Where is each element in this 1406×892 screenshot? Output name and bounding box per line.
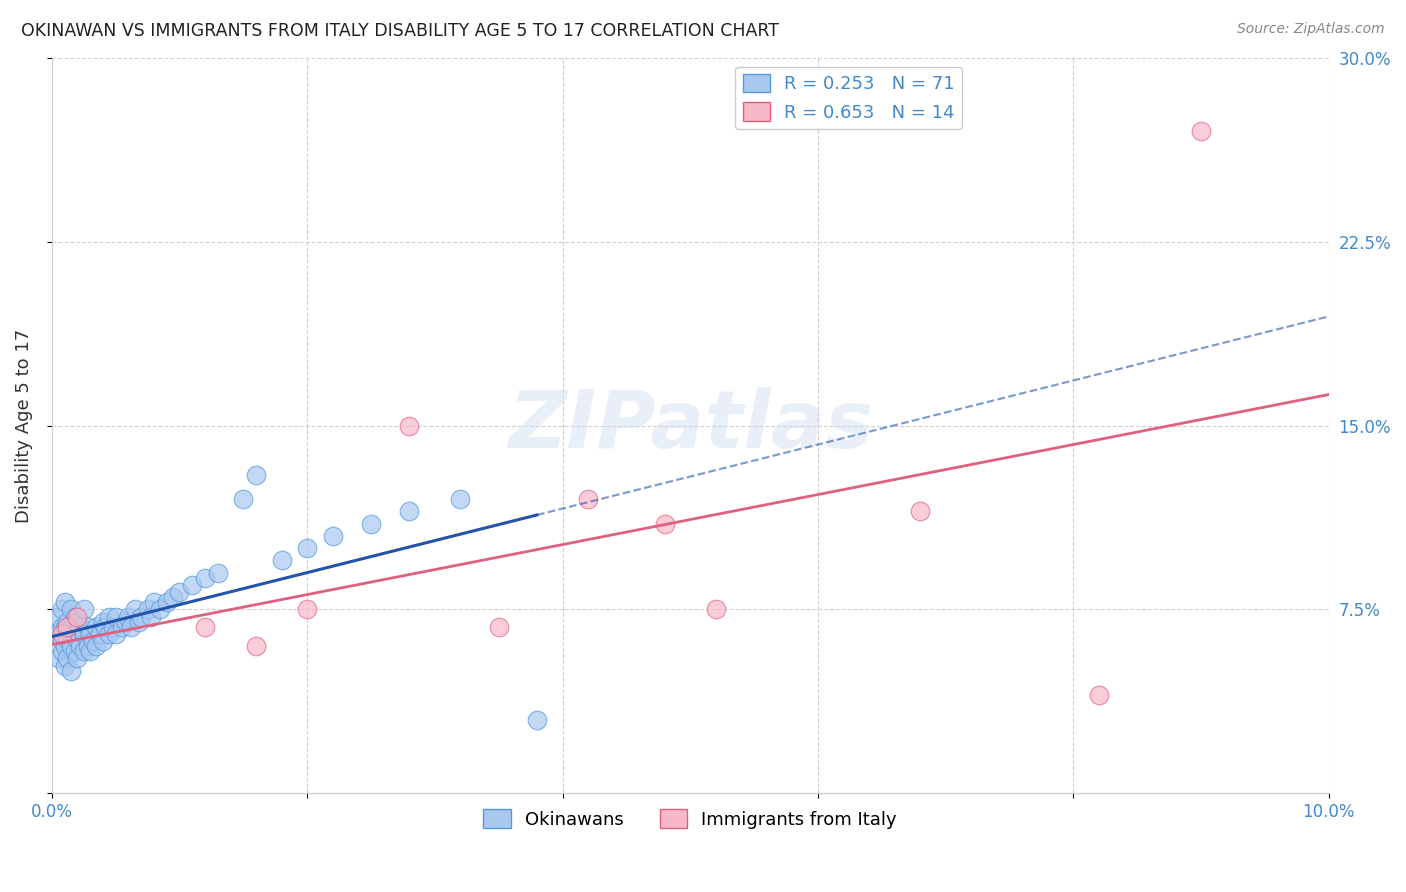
Point bbox=[98, 609, 121, 624]
Point bbox=[398, 418, 420, 433]
Point bbox=[124, 602, 146, 616]
Point bbox=[59, 664, 82, 678]
Point bbox=[89, 627, 111, 641]
Point bbox=[66, 651, 89, 665]
Point bbox=[56, 632, 79, 646]
Point bbox=[69, 619, 91, 633]
Point bbox=[82, 634, 104, 648]
Point bbox=[322, 529, 344, 543]
Point bbox=[207, 566, 229, 580]
Point bbox=[245, 639, 267, 653]
Point bbox=[51, 644, 73, 658]
Point bbox=[59, 619, 82, 633]
Point bbox=[94, 619, 117, 633]
Legend: Okinawans, Immigrants from Italy: Okinawans, Immigrants from Italy bbox=[477, 802, 904, 836]
Point bbox=[142, 595, 165, 609]
Point bbox=[194, 619, 217, 633]
Point bbox=[56, 619, 79, 633]
Point bbox=[1189, 124, 1212, 138]
Point bbox=[908, 504, 931, 518]
Point bbox=[295, 602, 318, 616]
Point bbox=[111, 619, 134, 633]
Point bbox=[114, 615, 136, 629]
Point bbox=[51, 634, 73, 648]
Point bbox=[59, 639, 82, 653]
Point bbox=[654, 516, 676, 531]
Point bbox=[104, 627, 127, 641]
Point bbox=[46, 609, 69, 624]
Point bbox=[101, 619, 124, 633]
Point bbox=[526, 713, 548, 727]
Point bbox=[53, 595, 76, 609]
Point bbox=[488, 619, 510, 633]
Point bbox=[136, 602, 159, 616]
Point bbox=[51, 602, 73, 616]
Point bbox=[181, 578, 204, 592]
Point bbox=[162, 590, 184, 604]
Point bbox=[232, 492, 254, 507]
Point bbox=[129, 609, 152, 624]
Point bbox=[66, 615, 89, 629]
Point bbox=[46, 627, 69, 641]
Point bbox=[63, 609, 86, 624]
Point bbox=[245, 467, 267, 482]
Point bbox=[169, 585, 191, 599]
Point bbox=[704, 602, 727, 616]
Point bbox=[76, 639, 98, 653]
Point bbox=[73, 644, 96, 658]
Point bbox=[56, 651, 79, 665]
Point bbox=[63, 627, 86, 641]
Point bbox=[449, 492, 471, 507]
Point bbox=[51, 627, 73, 641]
Point bbox=[53, 619, 76, 633]
Text: OKINAWAN VS IMMIGRANTS FROM ITALY DISABILITY AGE 5 TO 17 CORRELATION CHART: OKINAWAN VS IMMIGRANTS FROM ITALY DISABI… bbox=[21, 22, 779, 40]
Point bbox=[128, 615, 150, 629]
Point bbox=[66, 609, 89, 624]
Point bbox=[53, 639, 76, 653]
Point bbox=[86, 639, 108, 653]
Point bbox=[270, 553, 292, 567]
Point bbox=[46, 651, 69, 665]
Point bbox=[360, 516, 382, 531]
Point bbox=[117, 609, 139, 624]
Point bbox=[63, 644, 86, 658]
Point bbox=[69, 639, 91, 653]
Point bbox=[73, 602, 96, 616]
Point bbox=[76, 619, 98, 633]
Point bbox=[51, 619, 73, 633]
Point bbox=[149, 602, 172, 616]
Point bbox=[194, 570, 217, 584]
Point bbox=[91, 615, 114, 629]
Point bbox=[86, 619, 108, 633]
Point bbox=[156, 595, 179, 609]
Point bbox=[59, 602, 82, 616]
Point bbox=[53, 658, 76, 673]
Point bbox=[576, 492, 599, 507]
Point bbox=[56, 615, 79, 629]
Point bbox=[91, 634, 114, 648]
Point bbox=[98, 627, 121, 641]
Point bbox=[398, 504, 420, 518]
Y-axis label: Disability Age 5 to 17: Disability Age 5 to 17 bbox=[15, 328, 32, 523]
Point bbox=[66, 632, 89, 646]
Point bbox=[79, 627, 101, 641]
Point bbox=[104, 609, 127, 624]
Point bbox=[120, 619, 142, 633]
Point bbox=[141, 609, 163, 624]
Point bbox=[295, 541, 318, 555]
Text: Source: ZipAtlas.com: Source: ZipAtlas.com bbox=[1237, 22, 1385, 37]
Text: ZIPatlas: ZIPatlas bbox=[508, 386, 873, 465]
Point bbox=[79, 644, 101, 658]
Point bbox=[1088, 688, 1111, 702]
Point bbox=[73, 627, 96, 641]
